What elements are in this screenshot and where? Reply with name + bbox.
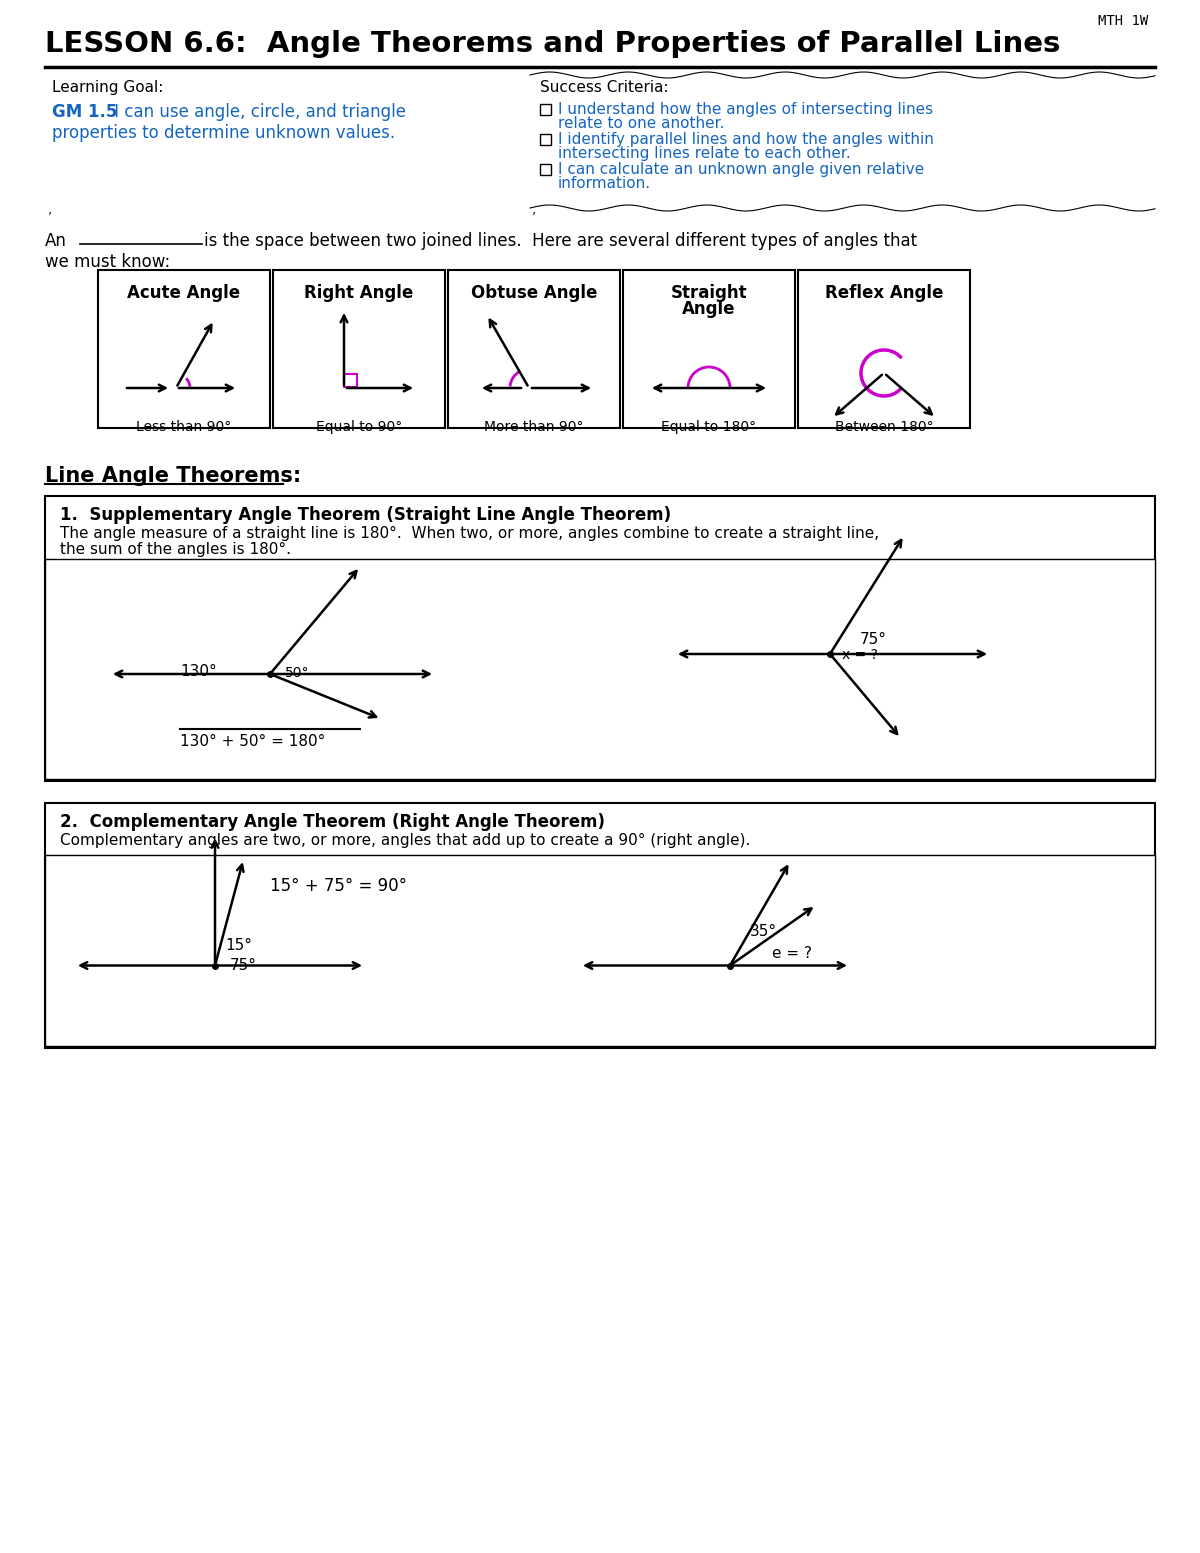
Bar bbox=[98, 270, 270, 429]
Text: x = ?: x = ? bbox=[842, 648, 878, 662]
Text: The angle measure of a straight line is 180°.  When two, or more, angles combine: The angle measure of a straight line is … bbox=[60, 526, 880, 540]
Text: Line Angle Theorems:: Line Angle Theorems: bbox=[46, 466, 301, 486]
Text: 130°: 130° bbox=[180, 665, 217, 679]
Text: Acute Angle: Acute Angle bbox=[127, 284, 240, 301]
Text: ’: ’ bbox=[48, 210, 52, 224]
Text: LESSON 6.6:  Angle Theorems and Properties of Parallel Lines: LESSON 6.6: Angle Theorems and Propertie… bbox=[46, 30, 1061, 57]
Text: I understand how the angles of intersecting lines: I understand how the angles of intersect… bbox=[558, 102, 934, 116]
Text: MTH 1W: MTH 1W bbox=[1098, 14, 1148, 28]
Text: I can calculate an unknown angle given relative: I can calculate an unknown angle given r… bbox=[558, 162, 924, 177]
Text: intersecting lines relate to each other.: intersecting lines relate to each other. bbox=[558, 146, 851, 162]
Text: Reflex Angle: Reflex Angle bbox=[824, 284, 943, 301]
Text: An: An bbox=[46, 231, 67, 250]
Bar bbox=[540, 134, 551, 144]
Text: More than 90°: More than 90° bbox=[485, 419, 583, 433]
Bar bbox=[798, 270, 970, 429]
Bar bbox=[623, 270, 796, 429]
Text: Straight: Straight bbox=[671, 284, 748, 301]
Bar bbox=[448, 270, 620, 429]
Text: Learning Goal:: Learning Goal: bbox=[52, 81, 163, 95]
Text: Angle: Angle bbox=[683, 300, 736, 318]
Text: Equal to 180°: Equal to 180° bbox=[661, 419, 756, 433]
Text: 35°: 35° bbox=[750, 924, 778, 938]
Text: GM 1.5: GM 1.5 bbox=[52, 102, 118, 121]
Bar bbox=[46, 803, 1154, 1048]
Bar bbox=[274, 270, 445, 429]
Text: I can use angle, circle, and triangle: I can use angle, circle, and triangle bbox=[109, 102, 406, 121]
Text: 1.  Supplementary Angle Theorem (Straight Line Angle Theorem): 1. Supplementary Angle Theorem (Straight… bbox=[60, 506, 671, 523]
Text: Equal to 90°: Equal to 90° bbox=[316, 419, 402, 433]
Text: Less than 90°: Less than 90° bbox=[137, 419, 232, 433]
Bar bbox=[46, 495, 1154, 781]
Text: 75°: 75° bbox=[860, 632, 887, 648]
Text: is the space between two joined lines.  Here are several different types of angl: is the space between two joined lines. H… bbox=[204, 231, 917, 250]
Text: 75°: 75° bbox=[230, 958, 257, 972]
Bar bbox=[46, 559, 1154, 780]
Bar bbox=[540, 165, 551, 175]
Text: information.: information. bbox=[558, 175, 652, 191]
Text: properties to determine unknown values.: properties to determine unknown values. bbox=[52, 124, 395, 141]
Text: 130° + 50° = 180°: 130° + 50° = 180° bbox=[180, 735, 325, 749]
Text: Complementary angles are two, or more, angles that add up to create a 90° (right: Complementary angles are two, or more, a… bbox=[60, 832, 750, 848]
Bar bbox=[344, 374, 358, 387]
Bar bbox=[540, 104, 551, 115]
Text: relate to one another.: relate to one another. bbox=[558, 116, 725, 130]
Text: I identify parallel lines and how the angles within: I identify parallel lines and how the an… bbox=[558, 132, 934, 148]
Text: 2.  Complementary Angle Theorem (Right Angle Theorem): 2. Complementary Angle Theorem (Right An… bbox=[60, 814, 605, 831]
Text: 50°: 50° bbox=[286, 666, 310, 680]
Text: 15°: 15° bbox=[226, 938, 252, 952]
Text: the sum of the angles is 180°.: the sum of the angles is 180°. bbox=[60, 542, 292, 558]
Text: e = ?: e = ? bbox=[772, 946, 812, 960]
Text: Success Criteria:: Success Criteria: bbox=[540, 81, 668, 95]
Text: Right Angle: Right Angle bbox=[305, 284, 414, 301]
Text: we must know:: we must know: bbox=[46, 253, 170, 272]
Bar bbox=[46, 856, 1154, 1047]
Text: Between 180°: Between 180° bbox=[835, 419, 934, 433]
Text: ’: ’ bbox=[532, 210, 536, 224]
Text: 15° + 75° = 90°: 15° + 75° = 90° bbox=[270, 877, 407, 895]
Text: Obtuse Angle: Obtuse Angle bbox=[470, 284, 598, 301]
